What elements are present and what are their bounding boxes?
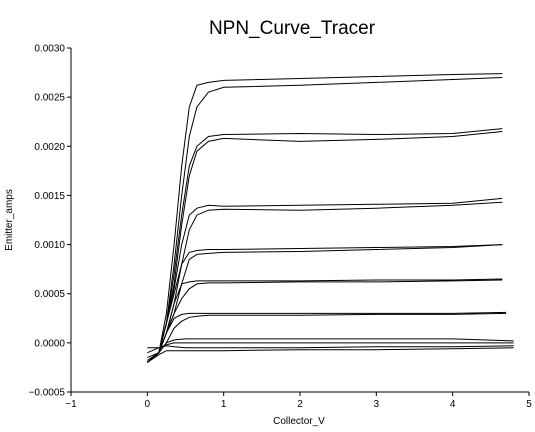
x-axis-ticks: −1 0 1 2 3 4 5 xyxy=(65,392,532,410)
plot-area: −1 0 1 2 3 4 5 −0.0005 0.0000 0.0005 0.0010 0.0015… xyxy=(29,44,533,411)
x-tick-label: 5 xyxy=(526,399,532,410)
y-tick-label: 0.0025 xyxy=(34,93,65,104)
curve-trace-3 xyxy=(146,128,503,363)
y-tick-label: 0.0005 xyxy=(34,289,65,300)
trace-group xyxy=(146,73,514,363)
curve-trace-8 xyxy=(146,244,503,363)
x-tick-label: 3 xyxy=(374,399,380,410)
y-tick-label: 0.0015 xyxy=(34,191,65,202)
curve-trace-12 xyxy=(146,312,507,363)
curve-trace-16 xyxy=(147,347,514,363)
y-tick-label: 0.0000 xyxy=(34,338,65,349)
curve-trace-14 xyxy=(147,342,514,354)
x-tick-label: 4 xyxy=(450,399,456,410)
x-tick-label: −1 xyxy=(65,399,77,410)
curve-trace-7 xyxy=(146,244,503,363)
curve-trace-1 xyxy=(146,73,503,363)
y-tick-label: −0.0005 xyxy=(29,388,66,399)
y-axis-label: Emitter_amps xyxy=(4,189,15,251)
y-axis-ticks: −0.0005 0.0000 0.0005 0.0010 0.0015 0.0020 0.0… xyxy=(29,44,71,399)
y-tick-label: 0.0020 xyxy=(34,142,65,153)
x-axis-label: Collector_V xyxy=(273,416,325,427)
x-tick-label: 2 xyxy=(297,399,303,410)
curve-trace-2 xyxy=(147,77,503,361)
x-tick-label: 1 xyxy=(221,399,227,410)
y-tick-label: 0.0010 xyxy=(34,240,65,251)
x-tick-label: 0 xyxy=(145,399,151,410)
y-tick-label: 0.0030 xyxy=(34,44,65,55)
curve-trace-15 xyxy=(147,345,514,349)
curve-trace-11 xyxy=(146,311,507,363)
chart-title: NPN_Curve_Tracer xyxy=(209,18,376,39)
